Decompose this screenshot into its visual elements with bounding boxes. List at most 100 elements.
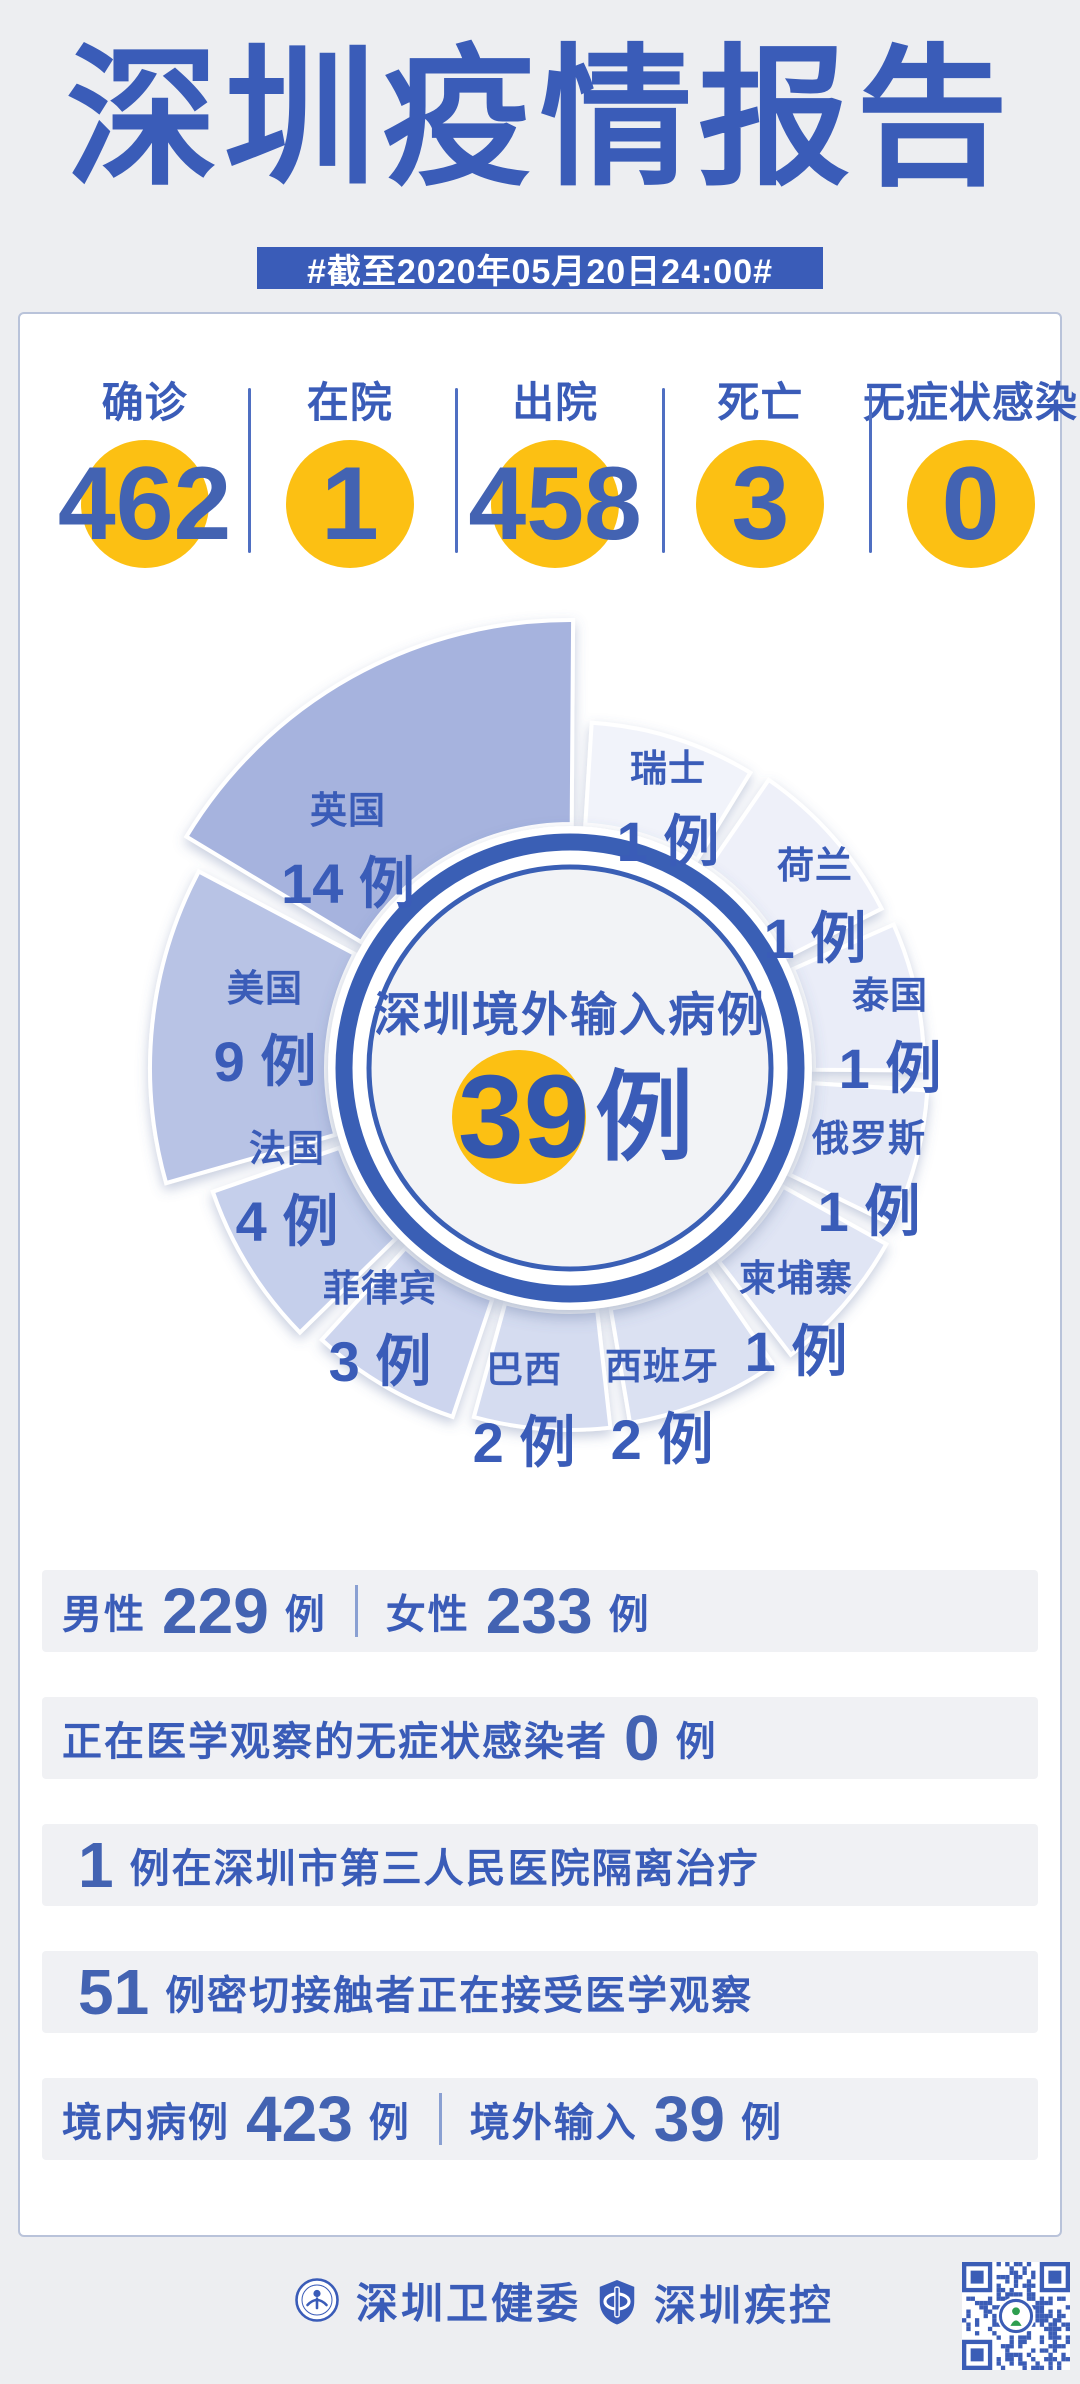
segment-country: 菲律宾 xyxy=(323,1268,437,1309)
segment-count: 14 例 xyxy=(281,852,415,915)
row-number: 1 xyxy=(78,1829,114,1901)
segment-count: 2 例 xyxy=(472,1411,576,1474)
segment-country: 荷兰 xyxy=(776,845,853,886)
segment-country: 英国 xyxy=(309,790,386,831)
stat-label: 无症状感染 xyxy=(863,379,1079,426)
segment-label-俄罗斯: 俄罗斯 1 例 xyxy=(812,1108,926,1248)
stat-value-circle: 0 xyxy=(906,440,1035,568)
stat-divider xyxy=(662,388,666,553)
row-number: 423 xyxy=(246,2083,353,2155)
donut-center-highlight-circle xyxy=(452,1050,586,1184)
row-number: 51 xyxy=(78,1956,150,2028)
segment-count: 2 例 xyxy=(610,1408,714,1471)
stat-label: 确诊 xyxy=(101,379,188,426)
row-text: 境外输入 xyxy=(469,2101,638,2145)
row-text: 女性 xyxy=(385,1593,470,1637)
row-number: 229 xyxy=(162,1575,269,1647)
stat-value-circle: 1 xyxy=(285,440,414,568)
row-text: 例 xyxy=(608,1593,651,1637)
stat-label: 在院 xyxy=(306,379,393,426)
segment-label-泰国: 泰国 1 例 xyxy=(839,965,942,1105)
segment-label-柬埔寨: 柬埔寨 1 例 xyxy=(739,1248,853,1388)
row-text: 例 xyxy=(740,2101,783,2145)
imported-cases-rose-chart xyxy=(148,617,930,1432)
donut-total-value: 39 xyxy=(458,1051,590,1183)
stat-value: 3 xyxy=(731,446,790,562)
stat-label: 死亡 xyxy=(717,379,804,426)
detail-row-3: 1 例在深圳市第三人民医院隔离治疗 xyxy=(42,1824,1038,1906)
summary-stats-row: 确诊 462 在院 1 出院 458 死亡 3 无症状感染 0 xyxy=(42,380,1078,590)
row-text: 例密切接触者正在接受医学观察 xyxy=(165,1974,754,2018)
row-text: 男性 xyxy=(62,1593,146,1637)
segment-count: 1 例 xyxy=(838,1037,942,1100)
segment-label-荷兰: 荷兰 1 例 xyxy=(764,835,867,975)
row-number: 0 xyxy=(624,1702,660,1774)
row-number: 39 xyxy=(653,2083,725,2155)
segment-label-美国: 美国 9 例 xyxy=(214,958,317,1098)
segment-count: 9 例 xyxy=(213,1030,317,1093)
stat-value: 0 xyxy=(941,446,1000,562)
row-text: 例 xyxy=(368,2101,411,2145)
page-title: 深圳疫情报告 xyxy=(66,34,1014,204)
segment-label-瑞士: 瑞士 1 例 xyxy=(617,738,720,878)
stat-item-5: 无症状感染 0 xyxy=(863,380,1078,590)
row-text: 例 xyxy=(675,1720,718,1764)
detail-row-4: 51 例密切接触者正在接受医学观察 xyxy=(42,1951,1038,2033)
row-text: 境内病例 xyxy=(62,2101,230,2145)
subtitle-banner: #截至2020年05月20日24:00# xyxy=(257,247,823,291)
qr-code xyxy=(962,2262,1070,2370)
stat-divider xyxy=(869,388,873,553)
segment-count: 1 例 xyxy=(616,810,720,873)
stat-item-1: 确诊 462 xyxy=(42,380,247,590)
footer-org-right-label: 深圳疾控 xyxy=(654,2281,835,2329)
stat-value: 458 xyxy=(468,446,642,562)
row-text: 例在深圳市第三人民医院隔离治疗 xyxy=(129,1847,760,1891)
stat-value-circle: 3 xyxy=(696,440,825,568)
segment-country: 西班牙 xyxy=(605,1346,719,1387)
segment-label-菲律宾: 菲律宾 3 例 xyxy=(323,1258,437,1398)
segment-count: 1 例 xyxy=(744,1320,848,1383)
segment-count: 3 例 xyxy=(328,1330,432,1393)
segment-country: 俄罗斯 xyxy=(812,1118,926,1159)
footer-org-left-label: 深圳卫健委 xyxy=(356,2279,582,2327)
cdc-shield-icon xyxy=(599,2280,635,2325)
stat-label: 出院 xyxy=(512,379,599,426)
segment-label-法国: 法国 4 例 xyxy=(236,1118,339,1258)
segment-country: 法国 xyxy=(248,1128,325,1169)
subtitle-text: #截至2020年05月20日24:00# xyxy=(306,252,774,291)
stat-item-4: 死亡 3 xyxy=(658,380,863,590)
row-divider xyxy=(354,1585,358,1637)
row-text: 例 xyxy=(284,1593,327,1637)
segment-count: 1 例 xyxy=(763,907,867,970)
segment-label-巴西: 巴西 2 例 xyxy=(473,1339,576,1479)
health-commission-seal-icon xyxy=(295,2278,339,2322)
detail-row-5: 境内病例 423 例 境外输入 39 例 xyxy=(42,2078,1038,2160)
stat-value: 462 xyxy=(57,446,232,562)
stat-divider xyxy=(454,388,458,553)
detail-row-2: 正在医学观察的无症状感染者 0 例 xyxy=(42,1697,1038,1779)
segment-label-英国: 英国 14 例 xyxy=(281,780,415,920)
stat-value-circle: 458 xyxy=(468,440,642,568)
footer-org-health-commission: 深圳卫健委 xyxy=(294,2272,581,2328)
segment-country: 瑞士 xyxy=(629,748,706,789)
segment-country: 巴西 xyxy=(485,1349,562,1390)
stat-item-3: 出院 458 xyxy=(453,380,658,590)
segment-count: 4 例 xyxy=(235,1190,339,1253)
segment-label-西班牙: 西班牙 2 例 xyxy=(605,1336,719,1476)
donut-total-unit: 例 xyxy=(595,1062,694,1172)
detail-row-1: 男性 229 例 女性 233 例 xyxy=(42,1570,1038,1652)
row-divider xyxy=(438,2093,442,2145)
segment-count: 1 例 xyxy=(817,1180,921,1243)
segment-country: 泰国 xyxy=(851,975,928,1016)
stat-value-circle: 462 xyxy=(58,440,231,568)
footer-org-cdc: 深圳疾控 xyxy=(596,2274,834,2330)
stat-item-2: 在院 1 xyxy=(247,380,452,590)
segment-country: 柬埔寨 xyxy=(739,1258,853,1299)
segment-country: 美国 xyxy=(226,968,303,1009)
stat-value: 1 xyxy=(320,446,379,562)
donut-center-title: 深圳境外输入病例 xyxy=(374,988,766,1041)
row-number: 233 xyxy=(485,1575,593,1647)
donut-center-count: 39 例 xyxy=(452,1050,693,1184)
row-text: 正在医学观察的无症状感染者 xyxy=(62,1720,608,1764)
